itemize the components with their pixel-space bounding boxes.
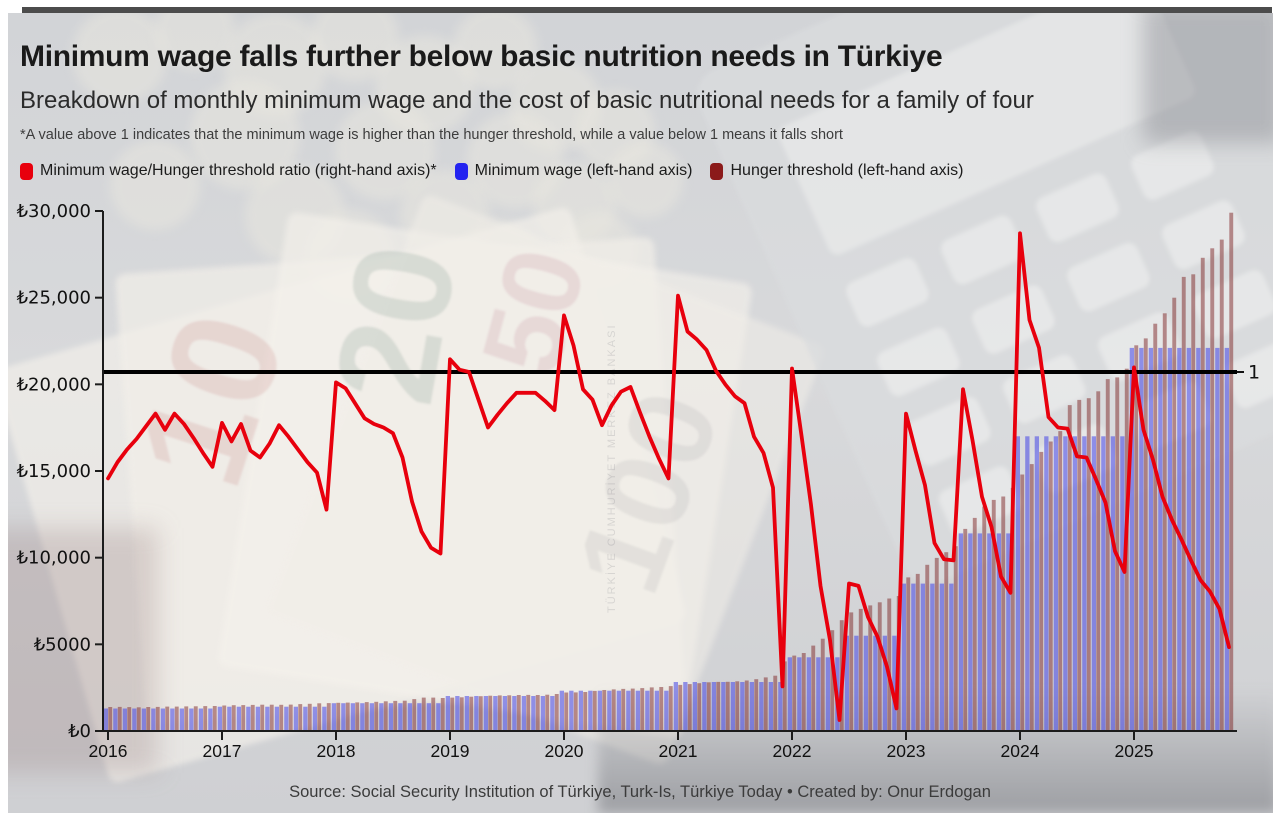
top-border-bar (22, 7, 1272, 14)
photo-decor-shape (1125, 378, 1215, 454)
footnote: *A value above 1 indicates that the mini… (20, 127, 843, 143)
photo-decor-shape (999, 351, 1089, 427)
photo-decor-shape (937, 212, 1027, 288)
photo-decor-shape (904, 393, 994, 469)
legend-swatch (710, 162, 724, 180)
legend: Minimum wage/Hunger threshold ratio (rig… (20, 162, 964, 180)
photo-decor-shape (968, 282, 1058, 357)
photo-decor-shape (1094, 309, 1184, 384)
photo-decor-shape (72, 13, 168, 103)
photo-decor-shape (1063, 239, 1153, 315)
source-line: Source: Social Security Institution of T… (289, 783, 991, 801)
legend-item-ratio: Minimum wage/Hunger threshold ratio (rig… (20, 162, 437, 180)
photo-decor-shape (607, 142, 683, 218)
photo-decor-shape (1158, 197, 1248, 273)
photo-decor-shape (110, 140, 200, 230)
photo-decor-shape (8, 528, 158, 773)
photo-decor-shape: 20 (304, 233, 487, 415)
photo-decor-shape (1143, 13, 1273, 143)
photo-decor-shape (1220, 336, 1273, 412)
photo-decor-shape (935, 463, 1025, 539)
legend-label: Minimum wage/Hunger threshold ratio (rig… (40, 162, 437, 179)
photo-decor-shape (1189, 266, 1273, 342)
photo-decor-shape (842, 254, 932, 330)
legend-label: Minimum wage (left-hand axis) (474, 162, 693, 179)
photo-decor-shape: TÜRKİYE CUMHURİYET MERKEZ BANKASI (606, 323, 618, 614)
photo-decor-shape (873, 324, 963, 400)
photo-decor-shape (1033, 170, 1122, 246)
legend-label: Hunger threshold (left-hand axis) (730, 162, 964, 179)
legend-item-minimum-wage: Minimum wage (left-hand axis) (454, 162, 693, 180)
legend-swatch (454, 162, 468, 180)
photo-decor-shape (1030, 420, 1120, 496)
legend-swatch (20, 162, 33, 180)
legend-item-hunger-threshold: Hunger threshold (left-hand axis) (710, 162, 964, 180)
page-title: Minimum wage falls further below basic n… (20, 40, 943, 73)
page-subtitle: Breakdown of monthly minimum wage and th… (20, 87, 1034, 114)
